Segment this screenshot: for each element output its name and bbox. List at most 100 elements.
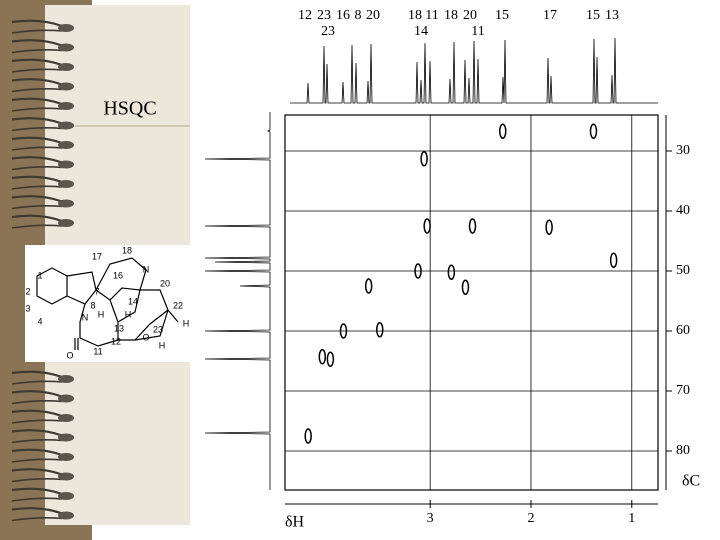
ring <box>11 390 63 398</box>
cross-peak <box>499 123 507 139</box>
peak-label: 23 <box>317 8 331 23</box>
carbon-spectrum <box>204 112 271 490</box>
atom-label: N <box>82 312 89 322</box>
peak-label: 16 <box>336 8 350 23</box>
y-tick-label: 80 <box>676 443 690 458</box>
spiral <box>11 19 74 522</box>
ring-hole <box>58 160 74 169</box>
ring <box>11 156 63 164</box>
ring <box>11 39 63 47</box>
atom-label: 17 <box>92 251 102 261</box>
cross-peak <box>304 428 312 444</box>
atom-label: 13 <box>114 323 124 333</box>
ring <box>11 429 63 437</box>
ring-hole <box>58 453 74 461</box>
ring-hole <box>58 63 74 71</box>
ring <box>11 185 63 190</box>
cross-peak <box>364 278 373 294</box>
cross-peak <box>589 123 598 139</box>
ring <box>11 380 63 385</box>
ring <box>11 29 63 34</box>
atom-label: H <box>98 309 105 319</box>
peak-label: 20 <box>366 8 380 23</box>
peak-label: 17 <box>543 8 557 23</box>
ring <box>11 448 63 457</box>
ring-hole <box>58 394 74 403</box>
atom-label: 4 <box>37 316 42 326</box>
x-tick-label: 1 <box>628 511 635 526</box>
x-tick-label: 3 <box>427 511 434 526</box>
cross-peak <box>423 218 431 234</box>
atom-label: 16 <box>113 270 123 280</box>
cross-peak <box>609 252 618 268</box>
atom-label: 12 <box>111 336 121 346</box>
peak-label: 11 <box>471 24 484 39</box>
peak-label: 13 <box>605 8 619 23</box>
atom-label: N <box>143 264 150 274</box>
x-axis-label: δH <box>285 514 305 531</box>
slide-title: HSQC <box>103 98 156 120</box>
peak-label: 15 <box>586 8 600 23</box>
y-tick-label: 30 <box>676 143 690 158</box>
ring <box>11 400 63 405</box>
cross-peak <box>461 279 470 295</box>
cross-peak <box>420 151 428 167</box>
y-axis-label: δC <box>682 473 700 490</box>
peak-label: 8 <box>355 8 362 23</box>
x-tick-label: 2 <box>527 511 534 526</box>
plot-frame <box>284 114 659 491</box>
structure-panel <box>25 245 205 362</box>
atom-label: 2 <box>25 286 30 296</box>
peak-label: 18 <box>444 8 458 23</box>
atom-label: 11 <box>93 346 102 356</box>
atom-label: 18 <box>122 245 132 255</box>
y-tick-label: 50 <box>676 263 690 278</box>
atom-label: 8 <box>90 300 95 310</box>
ring <box>11 214 63 223</box>
ring <box>11 205 63 210</box>
atom-label: 1 <box>37 270 42 280</box>
ring <box>11 370 63 379</box>
atom-label: 3 <box>25 303 30 313</box>
ring-hole <box>58 43 74 52</box>
cross-peak <box>545 219 553 235</box>
ring <box>11 49 63 54</box>
ring <box>11 409 63 418</box>
atom-label: 14 <box>128 296 138 306</box>
ring <box>11 107 63 112</box>
ring <box>11 78 63 86</box>
cross-peak <box>447 264 456 280</box>
y-tick-label: 60 <box>676 323 690 338</box>
ring-hole <box>58 375 74 383</box>
ring <box>11 195 63 203</box>
cross-peak <box>468 218 477 234</box>
ring-hole <box>58 414 74 422</box>
atom-label: O <box>66 350 73 360</box>
ring-hole <box>58 433 74 442</box>
ring-hole <box>58 199 74 208</box>
ring <box>11 419 63 424</box>
ring <box>11 468 63 476</box>
y-tick-label: 70 <box>676 383 690 398</box>
ring <box>11 507 63 515</box>
ring <box>11 68 63 73</box>
ring-hole <box>58 82 74 91</box>
ring-hole <box>58 180 74 188</box>
atom-label: 20 <box>160 278 170 288</box>
peak-label: 23 <box>321 24 335 39</box>
ring <box>11 478 63 483</box>
cross-peak <box>339 323 348 339</box>
ring <box>11 146 63 151</box>
atom-label: 22 <box>173 300 183 310</box>
ring-hole <box>58 102 74 110</box>
atom-label: H <box>125 309 132 319</box>
ring <box>11 97 63 106</box>
atom-label: H <box>159 340 166 350</box>
cross-peak <box>414 263 422 279</box>
ring-hole <box>58 492 74 500</box>
peak-label: 20 <box>463 8 477 23</box>
peak-label: 14 <box>414 24 428 39</box>
ring <box>11 458 63 463</box>
cross-peak <box>318 349 327 365</box>
